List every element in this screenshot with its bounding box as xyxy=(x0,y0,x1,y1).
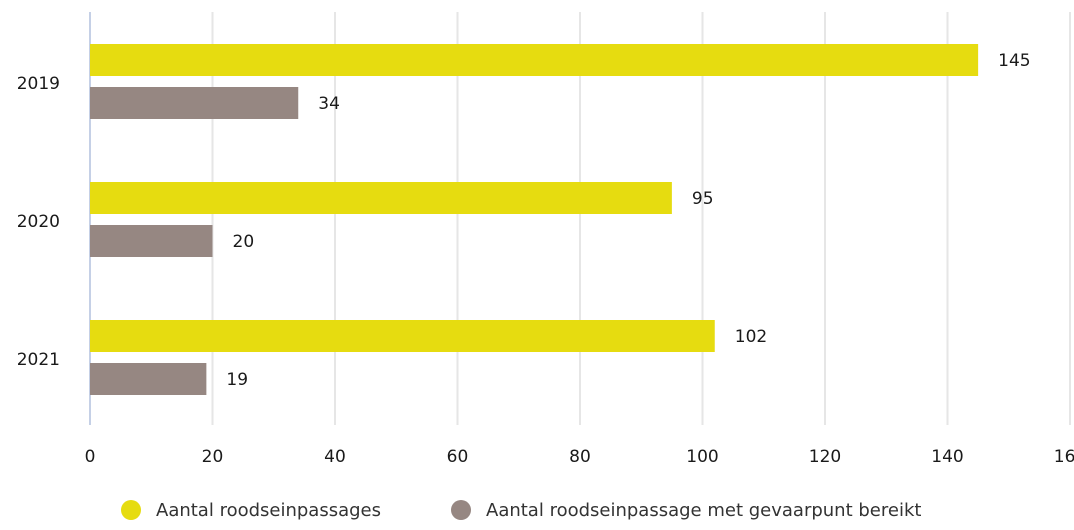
bar-roodseinpassages xyxy=(90,182,672,214)
grid-lines xyxy=(211,12,1071,425)
x-tick-label: 100 xyxy=(686,447,718,467)
legend-marker-circle-icon xyxy=(451,500,471,520)
data-label: 19 xyxy=(226,370,248,390)
y-category-label: 2021 xyxy=(17,350,60,370)
bar-gevaarpunt-bereikt xyxy=(90,363,207,395)
legend-item-label: Aantal roodseinpassages xyxy=(156,500,381,521)
data-label: 145 xyxy=(998,51,1030,71)
bar-gevaarpunt-bereikt xyxy=(90,87,299,119)
bar-roodseinpassages xyxy=(90,320,715,352)
legend-item-label: Aantal roodseinpassage met gevaarpunt be… xyxy=(486,500,921,521)
data-label: 95 xyxy=(692,189,714,209)
x-tick-label: 0 xyxy=(85,447,96,467)
legend: Aantal roodseinpassages Aantal roodseinpa… xyxy=(121,500,921,521)
x-tick-label: 20 xyxy=(202,447,224,467)
x-tick-label: 40 xyxy=(324,447,346,467)
x-tick-label: 80 xyxy=(569,447,591,467)
bars xyxy=(90,44,979,395)
x-tick-label: 160 xyxy=(1054,447,1074,467)
data-label: 20 xyxy=(233,232,255,252)
x-tick-label: 60 xyxy=(447,447,469,467)
bar-roodseinpassages xyxy=(90,44,979,76)
legend-marker-circle-icon xyxy=(121,500,141,520)
x-tick-label: 140 xyxy=(931,447,963,467)
data-label: 102 xyxy=(735,327,767,347)
data-label: 34 xyxy=(318,94,340,114)
x-tick-label: 120 xyxy=(809,447,841,467)
data-labels: 145 34 95 20 102 19 xyxy=(226,51,1030,390)
bar-gevaarpunt-bereikt xyxy=(90,225,213,257)
axes: 020406080100120140160201920202021 xyxy=(17,12,1074,467)
y-category-label: 2019 xyxy=(17,74,60,94)
y-category-label: 2020 xyxy=(17,212,60,232)
